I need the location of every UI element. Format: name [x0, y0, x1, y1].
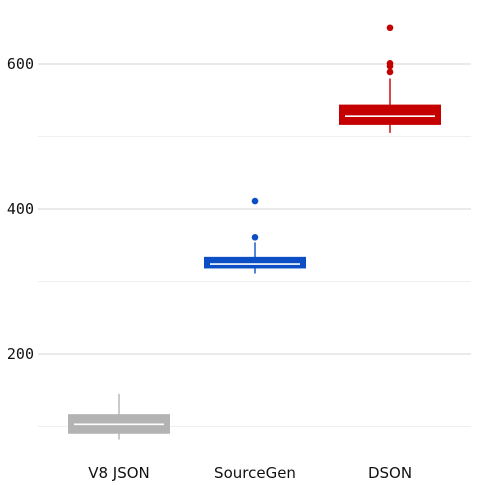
box-sourcegen: [204, 197, 306, 274]
outlier-point: [386, 68, 394, 76]
outlier-point: [386, 24, 394, 32]
y-tick-label: 200: [7, 345, 34, 363]
x-category-label: V8 JSON: [88, 464, 150, 482]
box-iqr: [339, 104, 441, 125]
grid-lines: [38, 63, 471, 427]
box-v8-json: [68, 393, 170, 440]
y-axis: 200 400 600: [7, 55, 34, 363]
y-tick-label: 400: [7, 200, 34, 218]
outlier-point: [251, 233, 259, 241]
y-tick-label: 600: [7, 55, 34, 73]
box-iqr: [204, 256, 306, 269]
x-axis: V8 JSON SourceGen DSON: [88, 464, 412, 482]
outlier-point: [251, 197, 259, 205]
outlier-point: [386, 59, 394, 67]
box-series: [68, 24, 441, 440]
box-dson: [339, 24, 441, 133]
x-category-label: SourceGen: [214, 464, 296, 482]
x-category-label: DSON: [368, 464, 412, 482]
